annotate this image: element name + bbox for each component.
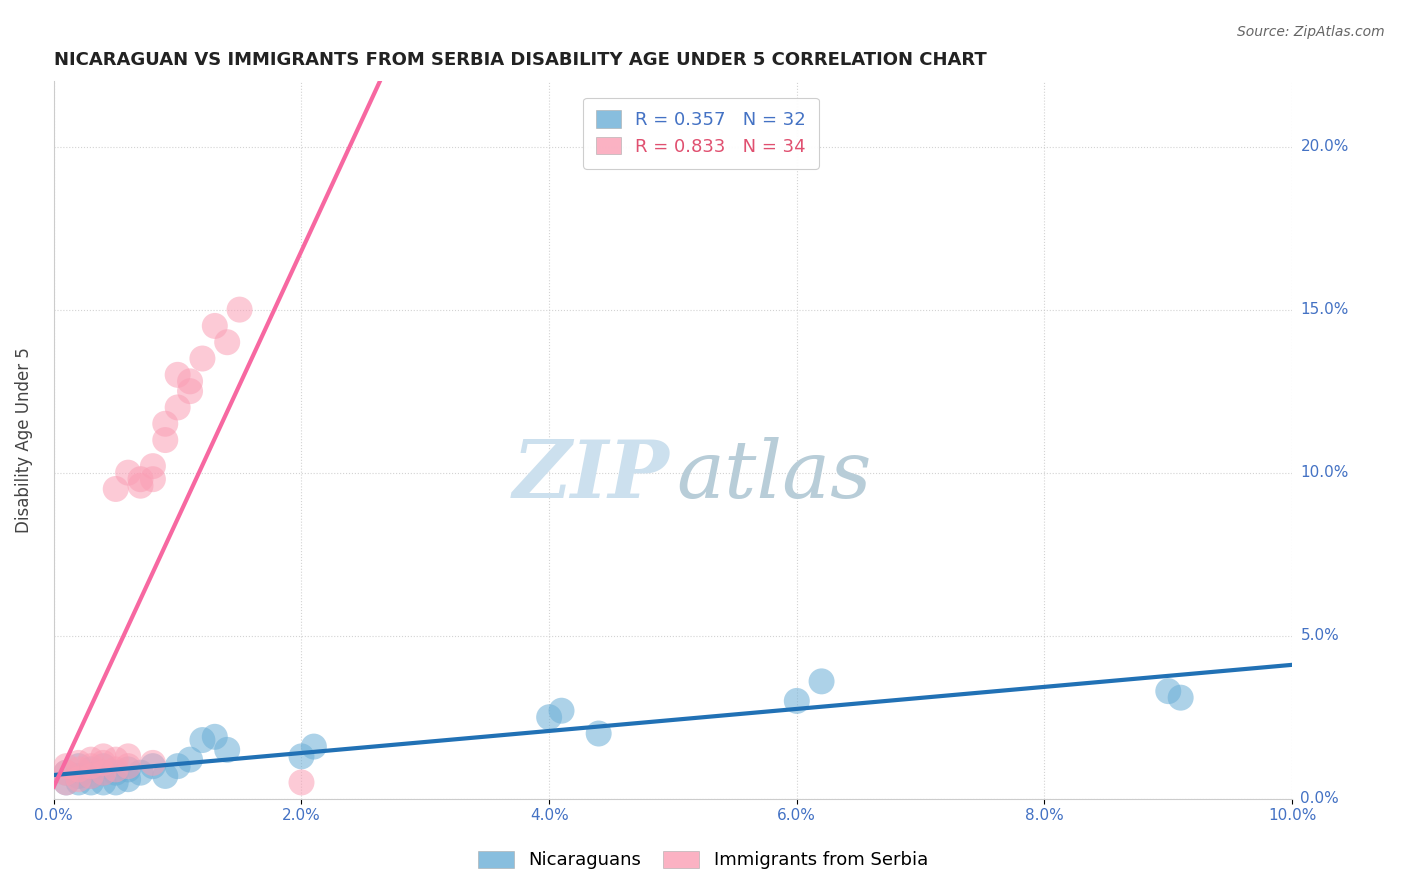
Y-axis label: Disability Age Under 5: Disability Age Under 5: [15, 347, 32, 533]
Point: [179, 384, 201, 398]
Point: [117, 759, 139, 773]
Point: [55, 765, 77, 780]
Point: [67, 759, 90, 773]
Point: [786, 694, 808, 708]
Point: [166, 401, 188, 415]
Point: [55, 775, 77, 789]
Point: [80, 753, 103, 767]
Point: [191, 733, 214, 747]
Point: [302, 739, 325, 754]
Point: [290, 775, 312, 789]
Point: [1157, 684, 1180, 698]
Point: [117, 466, 139, 480]
Point: [538, 710, 561, 724]
Point: [104, 765, 127, 780]
Point: [117, 763, 139, 777]
Point: [104, 482, 127, 496]
Point: [104, 763, 127, 777]
Point: [166, 759, 188, 773]
Point: [80, 763, 103, 777]
Point: [129, 472, 152, 486]
Point: [93, 756, 115, 770]
Point: [290, 749, 312, 764]
Point: [55, 765, 77, 780]
Point: [142, 759, 165, 773]
Point: [80, 769, 103, 783]
Point: [588, 726, 610, 740]
Legend: R = 0.357   N = 32, R = 0.833   N = 34: R = 0.357 N = 32, R = 0.833 N = 34: [583, 97, 818, 169]
Point: [204, 318, 226, 333]
Point: [142, 756, 165, 770]
Text: ZIP: ZIP: [512, 437, 669, 515]
Point: [550, 704, 572, 718]
Point: [142, 459, 165, 474]
Point: [191, 351, 214, 366]
Text: 5.0%: 5.0%: [1301, 628, 1339, 643]
Point: [117, 749, 139, 764]
Point: [129, 765, 152, 780]
Point: [93, 765, 115, 780]
Text: 0.0%: 0.0%: [1301, 791, 1339, 806]
Text: 20.0%: 20.0%: [1301, 139, 1348, 154]
Point: [155, 417, 177, 431]
Point: [67, 772, 90, 787]
Point: [55, 759, 77, 773]
Point: [80, 769, 103, 783]
Legend: Nicaraguans, Immigrants from Serbia: Nicaraguans, Immigrants from Serbia: [470, 842, 936, 879]
Text: NICARAGUAN VS IMMIGRANTS FROM SERBIA DISABILITY AGE UNDER 5 CORRELATION CHART: NICARAGUAN VS IMMIGRANTS FROM SERBIA DIS…: [53, 51, 987, 69]
Point: [67, 756, 90, 770]
Point: [67, 775, 90, 789]
Point: [93, 759, 115, 773]
Point: [67, 763, 90, 777]
Text: atlas: atlas: [676, 437, 872, 515]
Point: [93, 749, 115, 764]
Point: [55, 775, 77, 789]
Text: Source: ZipAtlas.com: Source: ZipAtlas.com: [1237, 25, 1385, 39]
Point: [179, 375, 201, 389]
Point: [80, 775, 103, 789]
Text: 10.0%: 10.0%: [1301, 465, 1348, 480]
Point: [117, 772, 139, 787]
Point: [129, 479, 152, 493]
Text: 15.0%: 15.0%: [1301, 302, 1348, 318]
Point: [142, 472, 165, 486]
Point: [810, 674, 832, 689]
Point: [166, 368, 188, 382]
Point: [155, 769, 177, 783]
Point: [228, 302, 250, 317]
Point: [204, 730, 226, 744]
Point: [217, 335, 239, 350]
Point: [104, 775, 127, 789]
Point: [67, 769, 90, 783]
Point: [93, 775, 115, 789]
Point: [80, 759, 103, 773]
Point: [155, 433, 177, 447]
Point: [93, 765, 115, 780]
Point: [179, 753, 201, 767]
Point: [1170, 690, 1192, 705]
Point: [217, 743, 239, 757]
Point: [104, 753, 127, 767]
